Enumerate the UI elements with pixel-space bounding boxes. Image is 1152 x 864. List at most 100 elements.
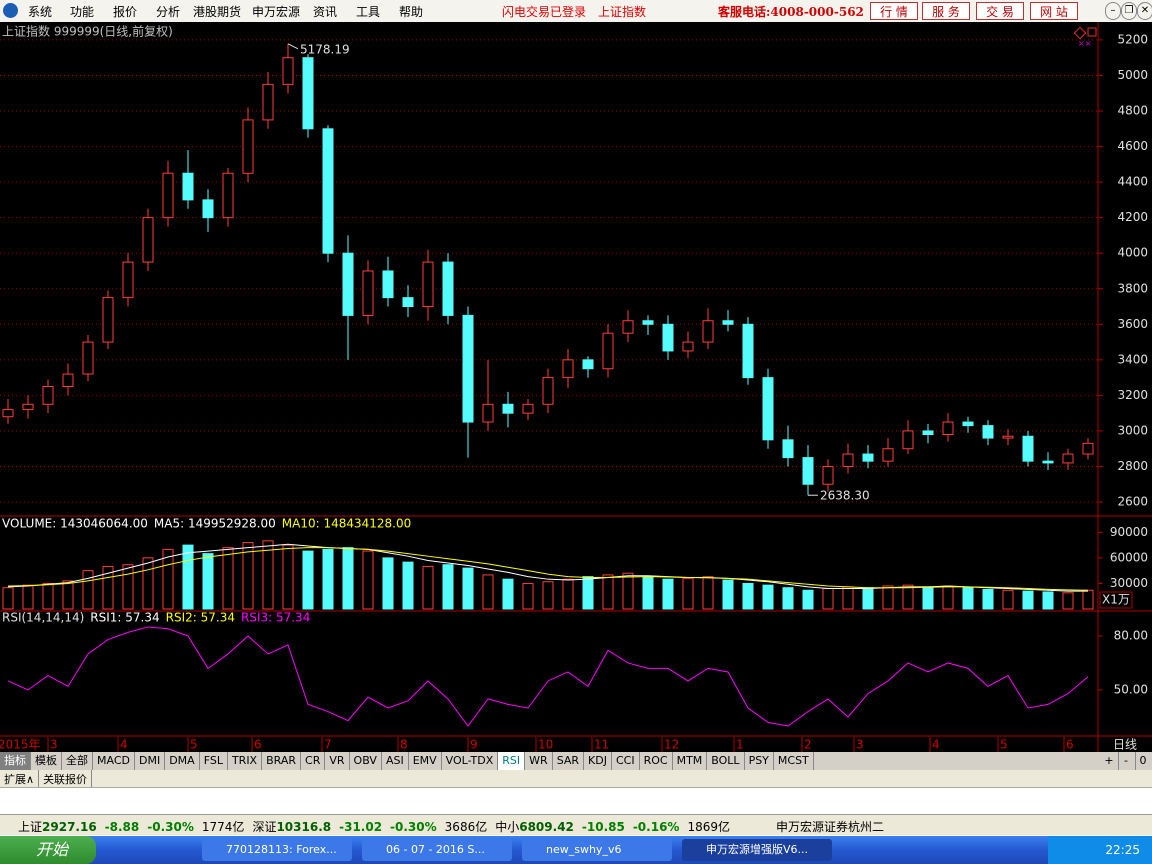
index-amount: 1774亿: [201, 820, 245, 834]
y-tick-label: 3400: [1117, 352, 1148, 366]
task-window[interactable]: 申万宏源增强版V6...: [682, 839, 832, 861]
x-tick-label: 7: [324, 738, 332, 752]
indicator-tab[interactable]: OBV: [350, 752, 382, 770]
candle-body: [762, 377, 774, 441]
menu-item[interactable]: 工具: [356, 5, 381, 19]
panel-icon[interactable]: [1087, 27, 1097, 37]
x-tick-label: 2015年: [0, 738, 41, 752]
candle-body: [382, 270, 394, 299]
volume-bar: [42, 582, 54, 610]
volume-bar: [1042, 591, 1054, 610]
menu-item[interactable]: 港股期货: [193, 5, 242, 19]
menu-item[interactable]: 申万宏源: [252, 5, 301, 19]
y-tick-label: 60000: [1110, 550, 1148, 564]
indicator-tab[interactable]: DMI: [135, 752, 166, 770]
candle-body: [982, 425, 994, 439]
indicator-tab[interactable]: CR: [301, 752, 326, 770]
x-tick-label: 10: [538, 738, 553, 752]
task-window[interactable]: 06 - 07 - 2016 S...: [362, 839, 512, 861]
candle-body: [902, 430, 914, 450]
index-pct: -0.30%: [390, 820, 437, 834]
candle-body: [702, 320, 714, 343]
candle-body: [222, 172, 234, 219]
menu-item[interactable]: 报价: [113, 5, 138, 19]
indicator-tab[interactable]: WR: [525, 752, 553, 770]
menu-item[interactable]: 系统: [28, 5, 53, 19]
indicator-tab[interactable]: MACD: [93, 752, 135, 770]
min-annotation: 2638.30: [820, 489, 870, 503]
indicator-tab[interactable]: CCI: [612, 752, 640, 770]
volume-bar: [242, 542, 254, 610]
menu-item[interactable]: 分析: [156, 5, 181, 19]
panel-icon[interactable]: [1073, 26, 1087, 40]
window-button[interactable]: –: [1105, 2, 1121, 20]
task-window[interactable]: new_swhy_v6: [522, 839, 672, 861]
zoom-button[interactable]: -: [1117, 752, 1136, 770]
indicator-tab[interactable]: RSI: [498, 752, 526, 770]
quote: 中小6809.42 -10.85 -0.16% 1869亿: [495, 818, 730, 835]
window-button[interactable]: ✕: [1137, 2, 1152, 20]
indicator-tab[interactable]: SAR: [553, 752, 585, 770]
menu-item[interactable]: 帮助: [399, 5, 424, 19]
indicator-tab[interactable]: BRAR: [262, 752, 302, 770]
volume-bar: [1082, 589, 1094, 610]
indicator-tab[interactable]: MTM: [673, 752, 708, 770]
indicator-tab[interactable]: 指标: [0, 752, 31, 770]
index-price: 2927.16: [42, 820, 97, 834]
indicator-tab[interactable]: KDJ: [584, 752, 612, 770]
volume-bar: [742, 582, 754, 610]
zoom-button[interactable]: +: [1100, 752, 1119, 770]
start-button[interactable]: 开始: [0, 836, 96, 864]
indicator-tab[interactable]: PSY: [745, 752, 774, 770]
zoom-button[interactable]: 0: [1134, 752, 1152, 770]
nav-button[interactable]: 交 易: [976, 2, 1024, 20]
y-tick-label: 4800: [1117, 104, 1148, 118]
sub-tab[interactable]: 扩展∧: [0, 770, 40, 787]
task-window[interactable]: 770128113: Forex...: [202, 839, 352, 861]
indicator-tab[interactable]: MCST: [774, 752, 814, 770]
nav-button[interactable]: 服 务: [922, 2, 970, 20]
candle-body: [242, 119, 254, 174]
x-tick-label: 2: [804, 738, 812, 752]
nav-button[interactable]: 行 情: [870, 2, 918, 20]
window-button[interactable]: ❐: [1121, 2, 1137, 20]
volume-bar: [502, 578, 514, 610]
candle-body: [142, 217, 154, 263]
volume-bar: [642, 576, 654, 610]
app-logo: [3, 3, 18, 18]
candle-body: [1042, 460, 1054, 464]
menu-item[interactable]: 资讯: [313, 5, 338, 19]
indicator-tab[interactable]: DMA: [165, 752, 200, 770]
indicator-tab[interactable]: FSL: [200, 752, 228, 770]
volume-bar: [262, 540, 274, 610]
indicator-tab[interactable]: EMV: [409, 752, 442, 770]
candle-body: [462, 314, 474, 423]
x-tick-label: 5: [190, 738, 198, 752]
volume-bar: [942, 585, 954, 610]
candle-body: [2, 409, 14, 418]
quotes: 上证2927.16 -8.88 -0.30% 1774亿 深证10316.8 -31.02…: [18, 818, 730, 835]
volume-bar: [762, 584, 774, 610]
chart-area: ✕✕ 2600 2800 3000 3200 3400 3600 3800 4000 4200 4…: [0, 22, 1152, 752]
candle-body: [322, 128, 334, 254]
indicator-tab[interactable]: 全部: [62, 752, 93, 770]
indicator-tab[interactable]: ROC: [640, 752, 673, 770]
volume-bar: [2, 587, 14, 610]
menu-item[interactable]: 功能: [70, 5, 95, 19]
indicator-tab[interactable]: VOL-TDX: [442, 752, 499, 770]
candle-body: [442, 261, 454, 316]
volume-bar: [402, 561, 414, 610]
volume-bar: [442, 564, 454, 610]
indicator-tab[interactable]: VR: [325, 752, 350, 770]
indicator-tab[interactable]: BOLL: [707, 752, 745, 770]
indicator-tab[interactable]: ASI: [382, 752, 409, 770]
indicator-tab[interactable]: TRIX: [228, 752, 263, 770]
nav-button[interactable]: 网 站: [1030, 2, 1078, 20]
legend-entry: RSI3: 57.34: [241, 611, 310, 625]
indicator-tab[interactable]: 模板: [31, 752, 62, 770]
sub-tab[interactable]: 关联报价: [39, 770, 93, 787]
status-bar: 上证2927.16 -8.88 -0.30% 1774亿 深证10316.8 -31.02…: [0, 814, 1152, 835]
y-tick-label: 3600: [1117, 317, 1148, 331]
quote: 上证2927.16 -8.88 -0.30% 1774亿: [18, 818, 244, 835]
